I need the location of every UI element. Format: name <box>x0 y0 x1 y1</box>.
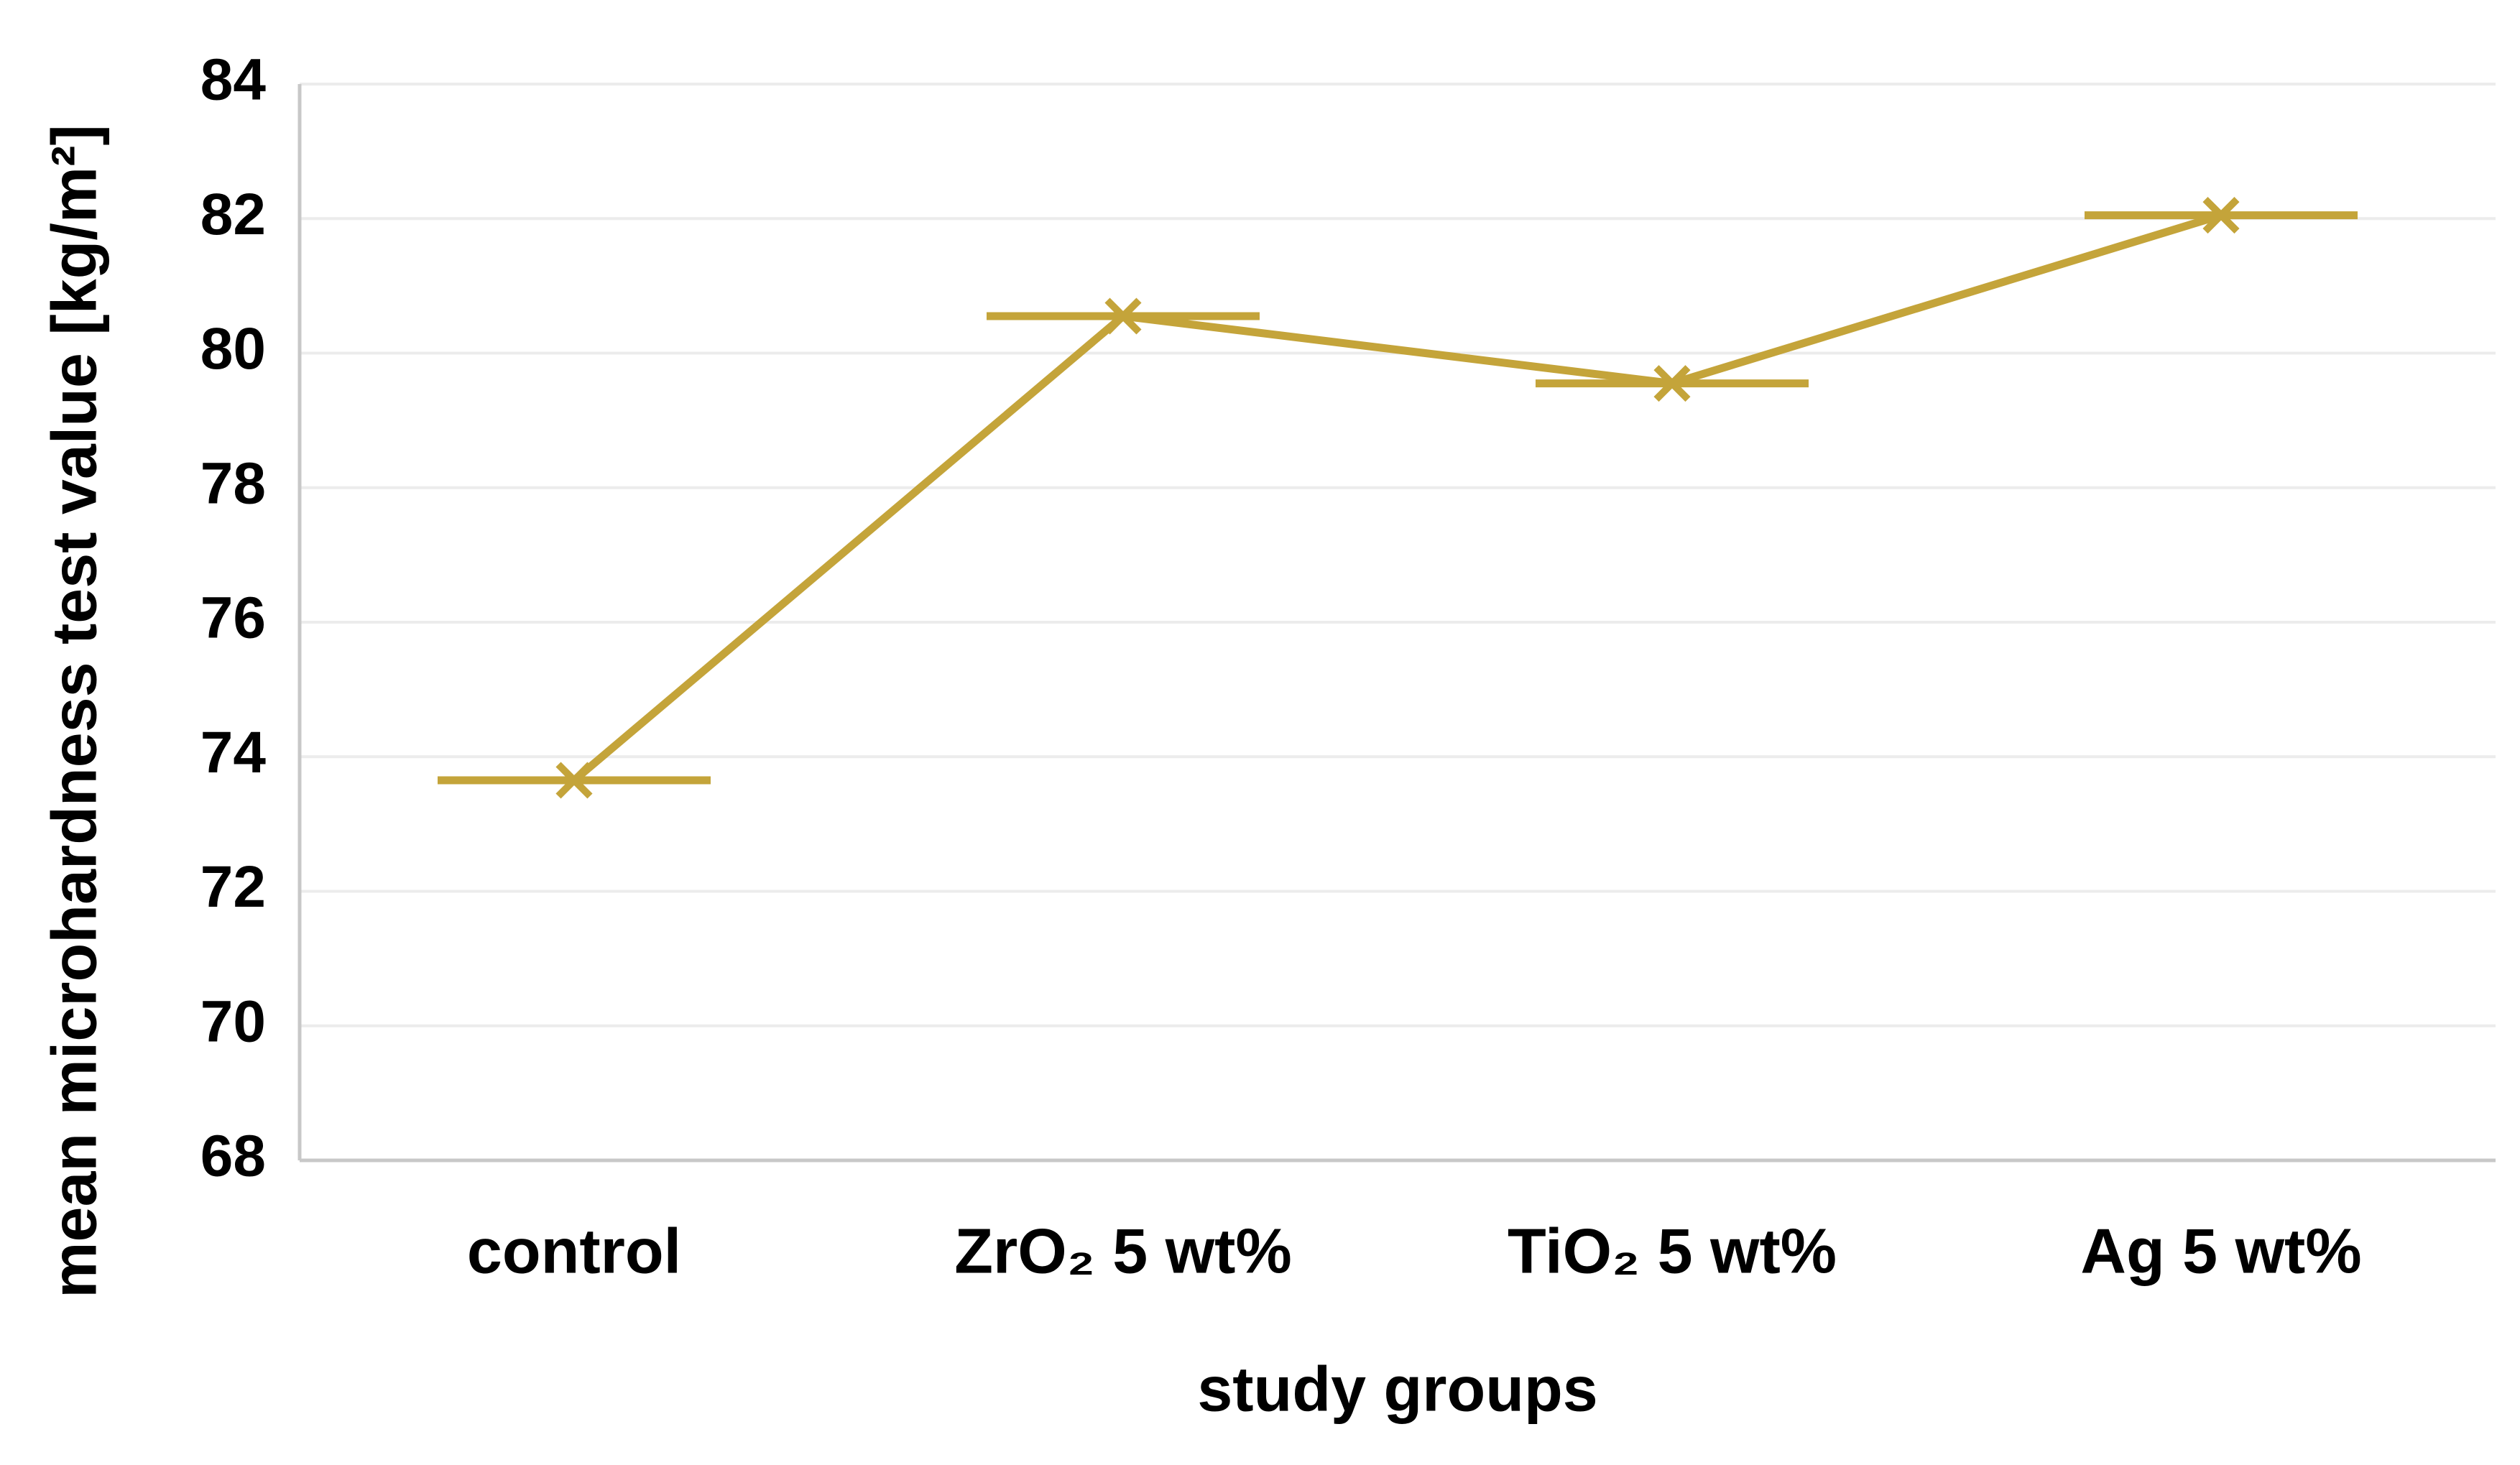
y-tick-label: 82 <box>200 182 266 247</box>
x-marker <box>1653 365 1691 402</box>
x-marker <box>1104 297 1142 335</box>
data-line <box>571 211 2223 784</box>
y-tick-label: 76 <box>200 586 266 651</box>
x-tick-label: ZrO₂ 5 wt% <box>954 1215 1291 1286</box>
y-tick-label: 80 <box>200 316 266 382</box>
x-axis-label: study groups <box>1197 1353 1597 1424</box>
y-tick-label: 84 <box>200 47 267 113</box>
x-marker <box>2202 197 2240 234</box>
y-tick-label: 78 <box>200 450 266 516</box>
y-tick-label: 72 <box>200 854 266 920</box>
y-axis-label: mean microhardness test value [kg/m²] <box>38 124 109 1298</box>
y-tick-label: 74 <box>200 720 267 785</box>
x-marker <box>555 762 593 799</box>
x-tick-label: control <box>467 1215 681 1286</box>
y-tick-label: 70 <box>200 989 266 1054</box>
y-tick-label: 68 <box>200 1124 266 1189</box>
x-tick-label: TiO₂ 5 wt% <box>1508 1215 1837 1286</box>
x-tick-label: Ag 5 wt% <box>2080 1215 2361 1286</box>
